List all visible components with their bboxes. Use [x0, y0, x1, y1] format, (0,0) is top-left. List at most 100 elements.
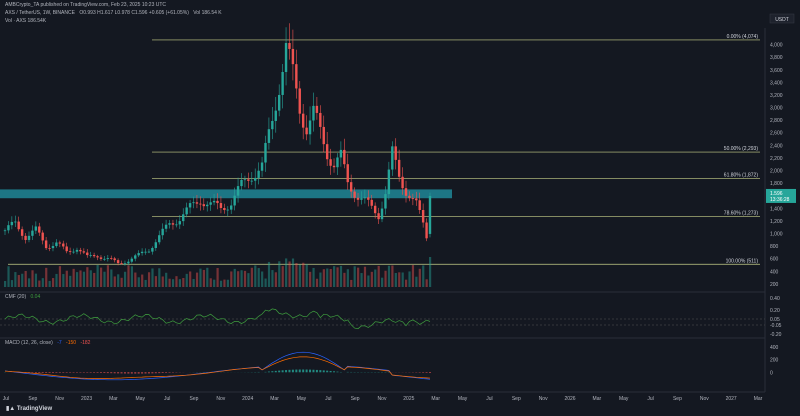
- currency-label: USDT: [775, 17, 789, 23]
- volume-bar: [4, 281, 7, 287]
- macd-histogram-bar: [302, 369, 305, 373]
- candle-body: [79, 249, 82, 252]
- macd-histogram-bar: [312, 369, 315, 373]
- resistance-zone: [0, 189, 452, 199]
- candle-body: [41, 232, 44, 241]
- macd-histogram-bar: [161, 372, 164, 374]
- candle-body: [34, 226, 38, 231]
- volume-bar: [38, 280, 41, 287]
- candle-body: [110, 258, 113, 259]
- time-tick-label: May: [136, 396, 146, 402]
- fib-level-label: 50.00% (2,293): [724, 146, 759, 152]
- volume-bar: [350, 279, 353, 287]
- volume-bar: [391, 265, 394, 287]
- fib-level-label: 100.00% (511): [726, 258, 759, 264]
- price-tick-label: 3,800: [770, 55, 783, 61]
- candle-body: [384, 194, 387, 209]
- volume-bar: [206, 267, 209, 287]
- candle-body: [130, 258, 134, 262]
- time-tick-label: Mar: [109, 396, 118, 402]
- macd-signal-line: [4, 356, 431, 379]
- candle-body: [367, 197, 370, 200]
- price-tick-label: 2,400: [770, 143, 783, 149]
- volume-bar: [233, 268, 236, 287]
- candle-body: [312, 105, 315, 121]
- time-tick-label: Sep: [673, 396, 682, 402]
- candle-body: [226, 209, 229, 211]
- time-tick-label: 2026: [564, 396, 575, 402]
- candle-body: [377, 213, 380, 220]
- volume-bar: [161, 276, 164, 287]
- macd-histogram-bar: [41, 372, 44, 373]
- candle-body: [223, 207, 226, 211]
- candle-body: [408, 195, 411, 199]
- volume-bar: [422, 265, 425, 287]
- candle-body: [240, 179, 243, 187]
- volume-bar: [415, 276, 418, 287]
- price-tick-label: 2,800: [770, 118, 783, 124]
- price-tick-label: 3,200: [770, 93, 783, 99]
- volume-bar: [230, 271, 233, 287]
- candle-body: [356, 197, 360, 200]
- candle-body: [401, 176, 404, 189]
- candle-body: [288, 42, 291, 49]
- volume-bar: [147, 272, 151, 287]
- candle-body: [182, 214, 185, 222]
- candle-body: [202, 204, 205, 207]
- volume-bar: [381, 277, 384, 287]
- volume-bar: [189, 271, 192, 287]
- volume-bar: [51, 278, 55, 287]
- time-tick-label: Sep: [512, 396, 521, 402]
- volume-bar: [264, 278, 267, 287]
- candle-body: [284, 42, 288, 72]
- candle-body: [305, 127, 308, 135]
- candle-body: [17, 221, 20, 230]
- macd-histogram-bar: [55, 372, 58, 373]
- candle-body: [140, 251, 144, 254]
- candle-body: [264, 142, 267, 163]
- candle-body: [137, 253, 140, 256]
- candle-body: [27, 235, 31, 240]
- symbol-line: AXS / TetherUS, 1W, BINANCE O0.993 H1.61…: [5, 10, 225, 16]
- candle-body: [199, 203, 202, 205]
- volume-bar: [401, 272, 404, 287]
- volume-bar: [429, 257, 432, 287]
- candle-body: [315, 105, 319, 113]
- price-tick-label: 600: [770, 257, 779, 263]
- candle-body: [349, 182, 353, 192]
- volume-bar: [237, 271, 240, 287]
- volume-bar: [14, 272, 17, 287]
- macd-histogram-bar: [137, 372, 140, 374]
- macd-histogram-bar: [165, 372, 168, 373]
- volume-bar: [312, 267, 315, 287]
- volume-bar: [274, 272, 277, 287]
- volume-bar: [247, 273, 250, 287]
- volume-bar: [394, 272, 397, 287]
- volume-value: Vol 186.54 K: [193, 10, 222, 16]
- volume-bar: [398, 272, 401, 287]
- volume-bar: [195, 272, 199, 287]
- macd-histogram-bar: [336, 371, 339, 373]
- candle-body: [154, 242, 158, 248]
- volume-bar: [326, 268, 329, 287]
- macd-label: MACD (12, 26, close): [5, 340, 53, 346]
- volume-bar: [110, 269, 113, 287]
- macd-histogram-bar: [123, 372, 126, 374]
- tradingview-logo: ▮▲ TradingView: [6, 406, 53, 412]
- time-tick-label: Mar: [431, 396, 440, 402]
- volume-bar: [62, 274, 65, 287]
- volume-bar: [10, 280, 14, 287]
- cmf-label: CMF (20): [5, 294, 27, 300]
- macd-histogram-bar: [305, 369, 308, 373]
- volume-bar: [99, 267, 103, 287]
- volume-bar: [45, 267, 48, 287]
- volume-bar: [134, 272, 137, 287]
- cmf-tick-label: -0.20: [770, 332, 782, 338]
- time-tick-label: 2027: [726, 396, 737, 402]
- price-tick-label: 2,000: [770, 169, 783, 175]
- volume-bar: [405, 279, 408, 287]
- candle-body: [31, 230, 34, 236]
- candle-body: [230, 205, 233, 210]
- volume-bar: [202, 269, 205, 287]
